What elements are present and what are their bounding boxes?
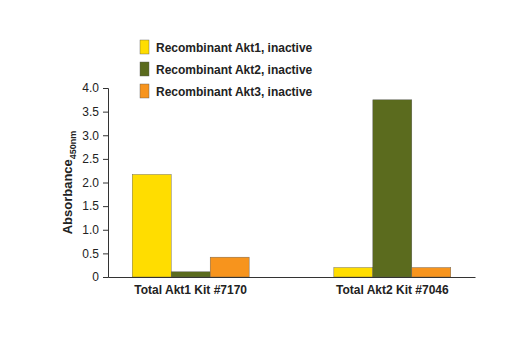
y-tick-label: 1.5 [82, 199, 99, 213]
y-tick: 0 [92, 270, 108, 284]
y-tick: 2.5 [82, 152, 108, 166]
y-tick-label: 3.0 [82, 129, 99, 143]
y-tick-mark [103, 230, 108, 231]
y-tick: 1.0 [82, 223, 108, 237]
legend-item: Recombinant Akt3, inactive [140, 84, 313, 99]
y-tick-mark [103, 206, 108, 207]
x-tick: Total Akt2 Kit #7046 [336, 277, 449, 297]
y-tick-label: 4.0 [82, 81, 99, 95]
y-tick-mark [103, 112, 108, 113]
bar [373, 100, 412, 277]
y-tick: 2.0 [82, 176, 108, 190]
x-tick-label: Total Akt1 Kit #7170 [134, 283, 247, 297]
legend: Recombinant Akt1, inactive Recombinant Ak… [140, 40, 313, 99]
bar [171, 272, 210, 277]
y-tick-mark [103, 183, 108, 184]
legend-item: Recombinant Akt2, inactive [140, 62, 313, 77]
y-tick-mark [103, 253, 108, 254]
bar [132, 174, 171, 277]
bar [334, 268, 373, 277]
plot: 0 0.5 1.0 1.5 2.0 2.5 3.0 3.5 4.0 Total Akt1 Kit … [82, 81, 475, 296]
y-tick-label: 3.5 [82, 105, 99, 119]
y-axis: 0 0.5 1.0 1.5 2.0 2.5 3.0 3.5 4.0 [82, 81, 108, 284]
legend-label: Recombinant Akt2, inactive [156, 63, 313, 77]
legend-label: Recombinant Akt3, inactive [156, 85, 313, 99]
y-axis-title: Absorbance450nm [60, 131, 78, 235]
y-tick-label: 2.5 [82, 152, 99, 166]
y-tick-label: 0 [92, 270, 99, 284]
chart: 0 0.5 1.0 1.5 2.0 2.5 3.0 3.5 4.0 Total Akt1 Kit … [0, 0, 520, 350]
y-tick: 4.0 [82, 81, 108, 95]
y-tick-label: 0.5 [82, 247, 99, 261]
y-tick: 3.0 [82, 129, 108, 143]
y-tick: 0.5 [82, 247, 108, 261]
legend-swatch [140, 40, 149, 54]
x-axis-line [109, 277, 476, 278]
y-tick-mark [103, 159, 108, 160]
y-tick: 3.5 [82, 105, 108, 119]
x-tick-label: Total Akt2 Kit #7046 [336, 283, 449, 297]
legend-swatch [140, 84, 149, 98]
x-axis: Total Akt1 Kit #7170 Total Akt2 Kit #7046 [109, 277, 476, 297]
y-tick-mark [103, 277, 108, 278]
legend-item: Recombinant Akt1, inactive [140, 40, 313, 55]
y-axis-line [103, 89, 109, 278]
y-tick-label: 1.0 [82, 223, 99, 237]
legend-label: Recombinant Akt1, inactive [156, 41, 313, 55]
bar [210, 257, 249, 277]
bar [412, 268, 451, 277]
y-tick-mark [103, 135, 108, 136]
y-tick: 1.5 [82, 199, 108, 213]
y-tick-mark [103, 88, 108, 89]
x-tick: Total Akt1 Kit #7170 [134, 277, 247, 297]
y-tick-label: 2.0 [82, 176, 99, 190]
legend-swatch [140, 62, 149, 76]
bars [132, 100, 451, 277]
